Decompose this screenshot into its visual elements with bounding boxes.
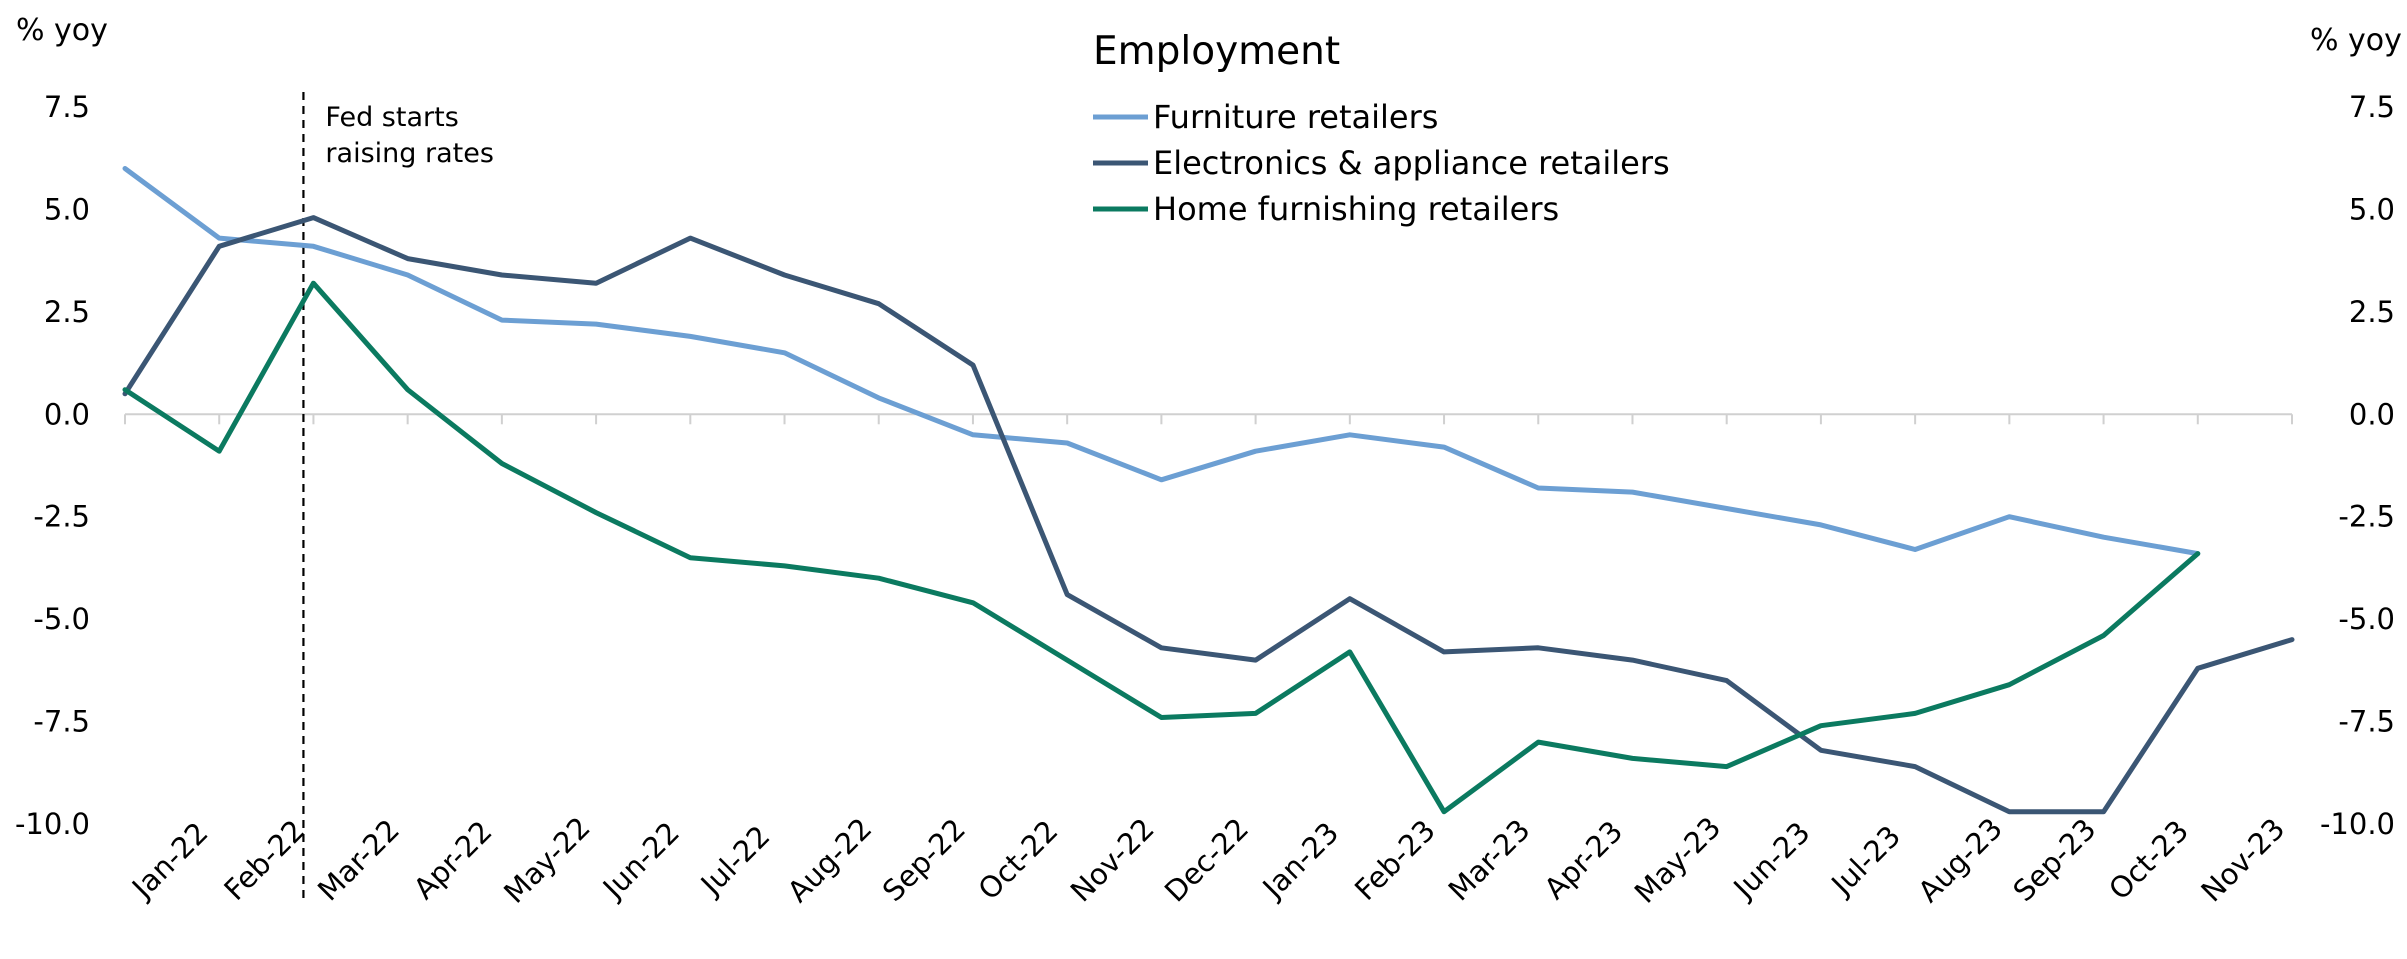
x-tick-label: Apr-23 — [1538, 814, 1630, 906]
series-line-furniture-retailers — [122, 166, 2201, 557]
right-axis-unit-label: % yoy — [2310, 23, 2402, 58]
left-y-tick-label: 5.0 — [44, 192, 90, 226]
x-tick-label: Dec-22 — [1158, 811, 1255, 908]
series-line-electronics-and-appliance-retailers — [122, 215, 2295, 815]
right-y-tick-label: 0.0 — [2349, 397, 2395, 431]
x-tick-label: Oct-23 — [2102, 814, 2195, 907]
x-tick-label: Apr-22 — [407, 814, 499, 906]
left-y-tick-label: 7.5 — [44, 90, 90, 124]
chart-title: Employment — [1093, 29, 1340, 74]
right-y-tick-label: -2.5 — [2338, 500, 2395, 534]
x-tick-label: Jul-22 — [693, 819, 777, 903]
x-tick-label: May-22 — [497, 810, 597, 910]
right-y-tick-label: -5.0 — [2338, 602, 2395, 636]
legend: Furniture retailers Electronics & applian… — [1093, 98, 1670, 228]
left-y-tick-label: 2.5 — [44, 295, 90, 329]
x-tick-label: Feb-23 — [1348, 813, 1442, 907]
x-tick-label: Aug-22 — [781, 811, 879, 909]
x-tick-label: Jun-23 — [1726, 815, 1817, 906]
x-tick-label: Sep-23 — [2006, 812, 2102, 908]
x-tick-label: Mar-22 — [311, 813, 406, 908]
x-tick-label: Nov-22 — [1064, 811, 1161, 908]
x-tick-label: Jan-23 — [1255, 815, 1346, 906]
left-y-tick-label: 0.0 — [44, 397, 90, 431]
event-annotations: Fed starts raising rates — [302, 92, 494, 900]
left-y-tick-label: -7.5 — [33, 705, 90, 739]
right-y-tick-label: 7.5 — [2349, 90, 2395, 124]
series-line-home-furnishing-retailers — [122, 280, 2201, 815]
left-y-axis-tick-labels: 7.5 5.0 2.5 0.0 -2.5 -5.0 -7.5 -10.0 — [15, 90, 90, 841]
right-y-axis-tick-labels: 7.5 5.0 2.5 0.0 -2.5 -5.0 -7.5 -10.0 — [2320, 90, 2395, 841]
event-annotation-text: Fed starts — [325, 102, 458, 133]
x-tick-label: Aug-23 — [1911, 811, 2009, 909]
x-tick-label: Jun-22 — [595, 815, 686, 906]
right-y-tick-label: -7.5 — [2338, 705, 2395, 739]
left-axis-unit-label: % yoy — [16, 13, 108, 48]
series-lines — [122, 166, 2295, 815]
x-tick-label: Feb-22 — [217, 813, 311, 907]
left-y-tick-label: -10.0 — [15, 807, 90, 841]
legend-label: Home furnishing retailers — [1153, 190, 1559, 228]
event-annotation-text: raising rates — [325, 138, 493, 169]
x-tick-label: Sep-22 — [876, 812, 972, 908]
x-tick-label: Jan-22 — [124, 815, 215, 906]
x-tick-label: May-23 — [1628, 810, 1728, 910]
left-y-tick-label: -5.0 — [33, 602, 90, 636]
right-y-tick-label: 2.5 — [2349, 295, 2395, 329]
x-tick-label: Nov-23 — [2194, 811, 2291, 908]
left-y-tick-label: -2.5 — [33, 500, 90, 534]
x-tick-label: Jul-23 — [1823, 819, 1907, 903]
right-y-tick-label: -10.0 — [2320, 807, 2395, 841]
x-tick-label: Oct-22 — [972, 814, 1065, 907]
right-y-tick-label: 5.0 — [2349, 192, 2395, 226]
x-tick-label: Mar-23 — [1442, 813, 1537, 908]
legend-label: Furniture retailers — [1153, 98, 1438, 136]
legend-label: Electronics & appliance retailers — [1153, 144, 1670, 182]
